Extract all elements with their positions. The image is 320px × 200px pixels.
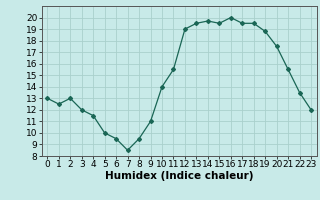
X-axis label: Humidex (Indice chaleur): Humidex (Indice chaleur) bbox=[105, 171, 253, 181]
